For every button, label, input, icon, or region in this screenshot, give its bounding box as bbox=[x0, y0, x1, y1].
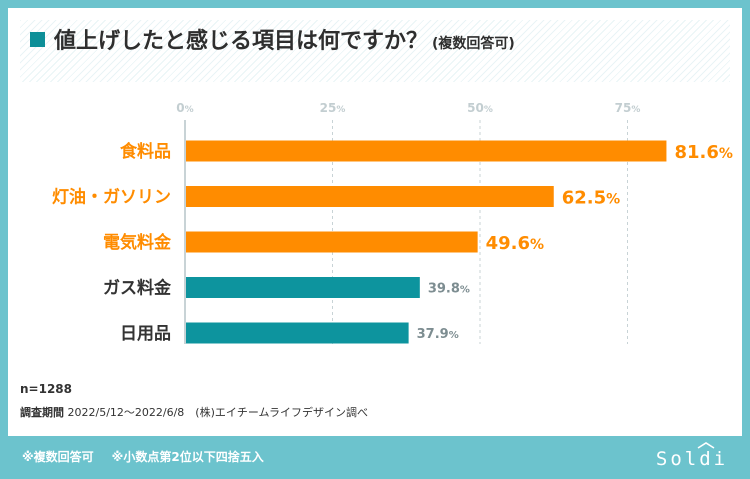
x-tick-label: 0% bbox=[176, 101, 193, 115]
bar bbox=[185, 322, 409, 344]
category-label: 食料品 bbox=[120, 141, 171, 162]
sample-size: n=1288 bbox=[20, 382, 72, 396]
category-label: 電気料金 bbox=[103, 232, 172, 253]
footer-notes: ※複数回答可 ※小数点第2位以下四捨五入 bbox=[22, 448, 264, 465]
x-tick-label: 75% bbox=[615, 101, 641, 115]
chart-card: 値上げしたと感じる項目は何ですか？ (複数回答可) 0% 25% 50% 75% 食料品 8… bbox=[8, 8, 742, 436]
title-marker bbox=[30, 32, 45, 47]
chart-title-sub: (複数回答可) bbox=[432, 36, 515, 52]
survey-note: 調査期間 2022/5/12〜2022/6/8 (株)エイチームライフデザイン調… bbox=[20, 404, 368, 420]
data-label: 37.9% bbox=[417, 327, 459, 342]
survey-label: 調査期間 bbox=[20, 406, 64, 419]
bar bbox=[185, 140, 667, 162]
category-label: 日用品 bbox=[120, 324, 171, 344]
soldi-logo: Soldi bbox=[656, 442, 728, 470]
x-tick-label: 50% bbox=[467, 101, 493, 115]
title-band bbox=[20, 20, 730, 82]
logo-text: Soldi bbox=[656, 448, 728, 470]
survey-text: 2022/5/12〜2022/6/8 (株)エイチームライフデザイン調べ bbox=[67, 406, 369, 419]
category-label: ガス料金 bbox=[103, 278, 172, 299]
category-label: 灯油・ガソリン bbox=[52, 187, 171, 208]
logo-roof bbox=[697, 442, 715, 449]
data-label: 62.5% bbox=[562, 188, 620, 209]
bar-chart: 0% 25% 50% 75% 食料品 81.6% 灯油・ガソリン 62.5% 電気料金 49.6%… bbox=[52, 101, 733, 344]
data-label: 81.6% bbox=[674, 142, 732, 163]
bar bbox=[185, 231, 478, 253]
data-label: 39.8% bbox=[428, 282, 470, 297]
footer-note-2: ※小数点第2位以下四捨五入 bbox=[111, 450, 264, 464]
data-label: 49.6% bbox=[486, 233, 544, 254]
x-tick-label: 25% bbox=[320, 101, 346, 115]
chart-title-main: 値上げしたと感じる項目は何ですか？ bbox=[54, 29, 429, 54]
footer-note-1: ※複数回答可 bbox=[22, 450, 94, 464]
bar bbox=[185, 186, 554, 207]
bar bbox=[185, 277, 420, 298]
chart-title: 値上げしたと感じる項目は何ですか？ (複数回答可) bbox=[54, 23, 515, 55]
